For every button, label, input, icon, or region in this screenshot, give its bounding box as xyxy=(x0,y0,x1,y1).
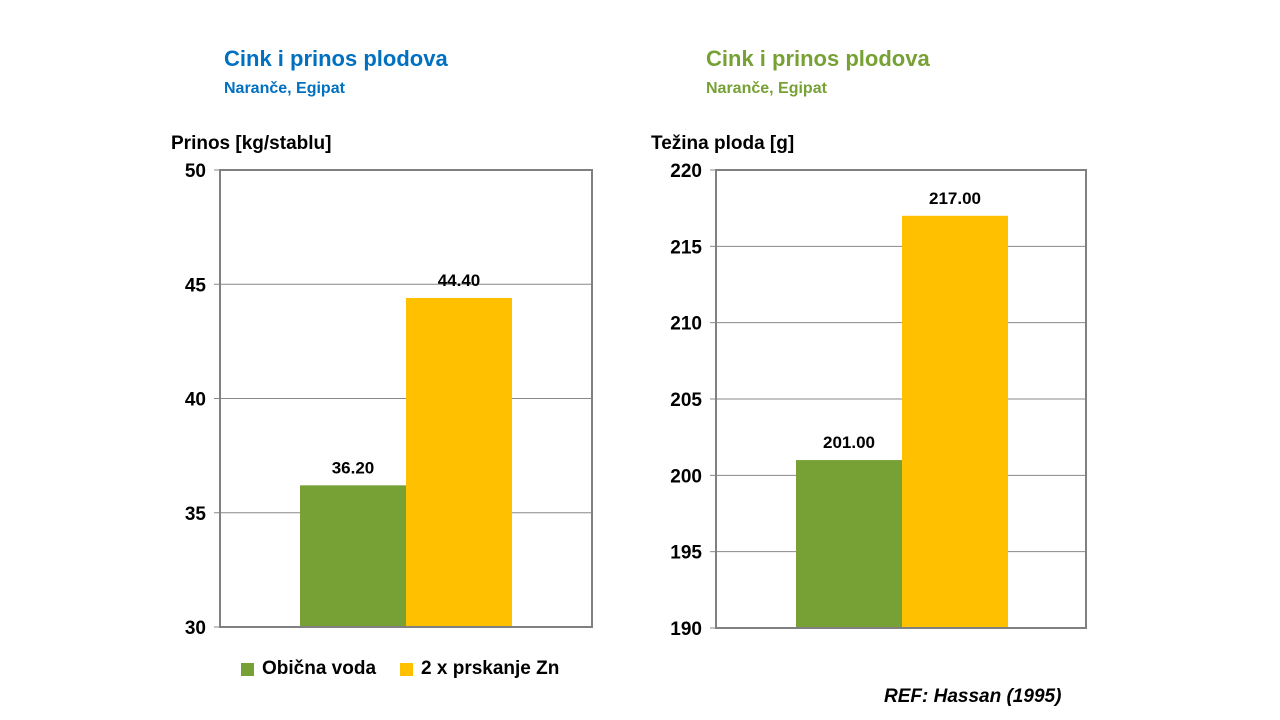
legend-swatch-obicna-voda xyxy=(241,662,254,676)
chart1-subtitle: Naranče, Egipat xyxy=(224,80,345,97)
legend-swatch-prskanje-zn xyxy=(400,662,414,676)
chart2-ytick-label: 215 xyxy=(670,237,702,258)
chart1-data-label-2: 44.40 xyxy=(438,271,481,290)
chart2-bar-2 xyxy=(902,215,1008,629)
chart2-title: Cink i prinos plodova xyxy=(706,46,930,71)
chart2-ytick-label: 195 xyxy=(670,543,702,564)
reference-note: REF: Hassan (1995) xyxy=(884,686,1062,707)
chart1-ytick-label: 30 xyxy=(185,618,206,639)
legend-label-obicna-voda: Obična voda xyxy=(262,658,377,679)
chart1-bar-2 xyxy=(406,297,512,627)
chart2-ytick-label: 220 xyxy=(670,161,702,182)
chart1-data-label-1: 36.20 xyxy=(332,458,375,477)
chart1-title: Cink i prinos plodova xyxy=(224,46,448,71)
chart2-ylabel: Težina ploda [g] xyxy=(651,133,795,154)
chart2-ytick-label: 200 xyxy=(670,466,702,487)
chart2-subtitle: Naranče, Egipat xyxy=(706,80,827,97)
chart1-ylabel: Prinos [kg/stablu] xyxy=(171,133,332,154)
chart1-ytick-label: 40 xyxy=(185,390,206,411)
legend-label-prskanje-zn: 2 x prskanje Zn xyxy=(421,658,560,679)
chart2-data-label-1: 201.00 xyxy=(823,433,875,452)
chart1-ytick-label: 35 xyxy=(185,504,207,525)
chart2-plot-area xyxy=(715,169,1087,629)
chart2-ytick-label: 205 xyxy=(670,390,702,411)
legend: Obična voda 2 x prskanje Zn xyxy=(241,658,559,680)
chart2-bar-1 xyxy=(796,460,902,628)
chart1-bar-1 xyxy=(300,485,406,627)
chart2-ytick-label: 210 xyxy=(670,314,702,335)
chart1-ytick-label: 50 xyxy=(185,161,206,182)
chart2-ytick-label: 190 xyxy=(670,619,702,640)
chart2-data-label-2: 217.00 xyxy=(929,189,981,208)
chart1-ytick-label: 45 xyxy=(185,275,207,296)
chart1-plot-area xyxy=(219,169,593,628)
